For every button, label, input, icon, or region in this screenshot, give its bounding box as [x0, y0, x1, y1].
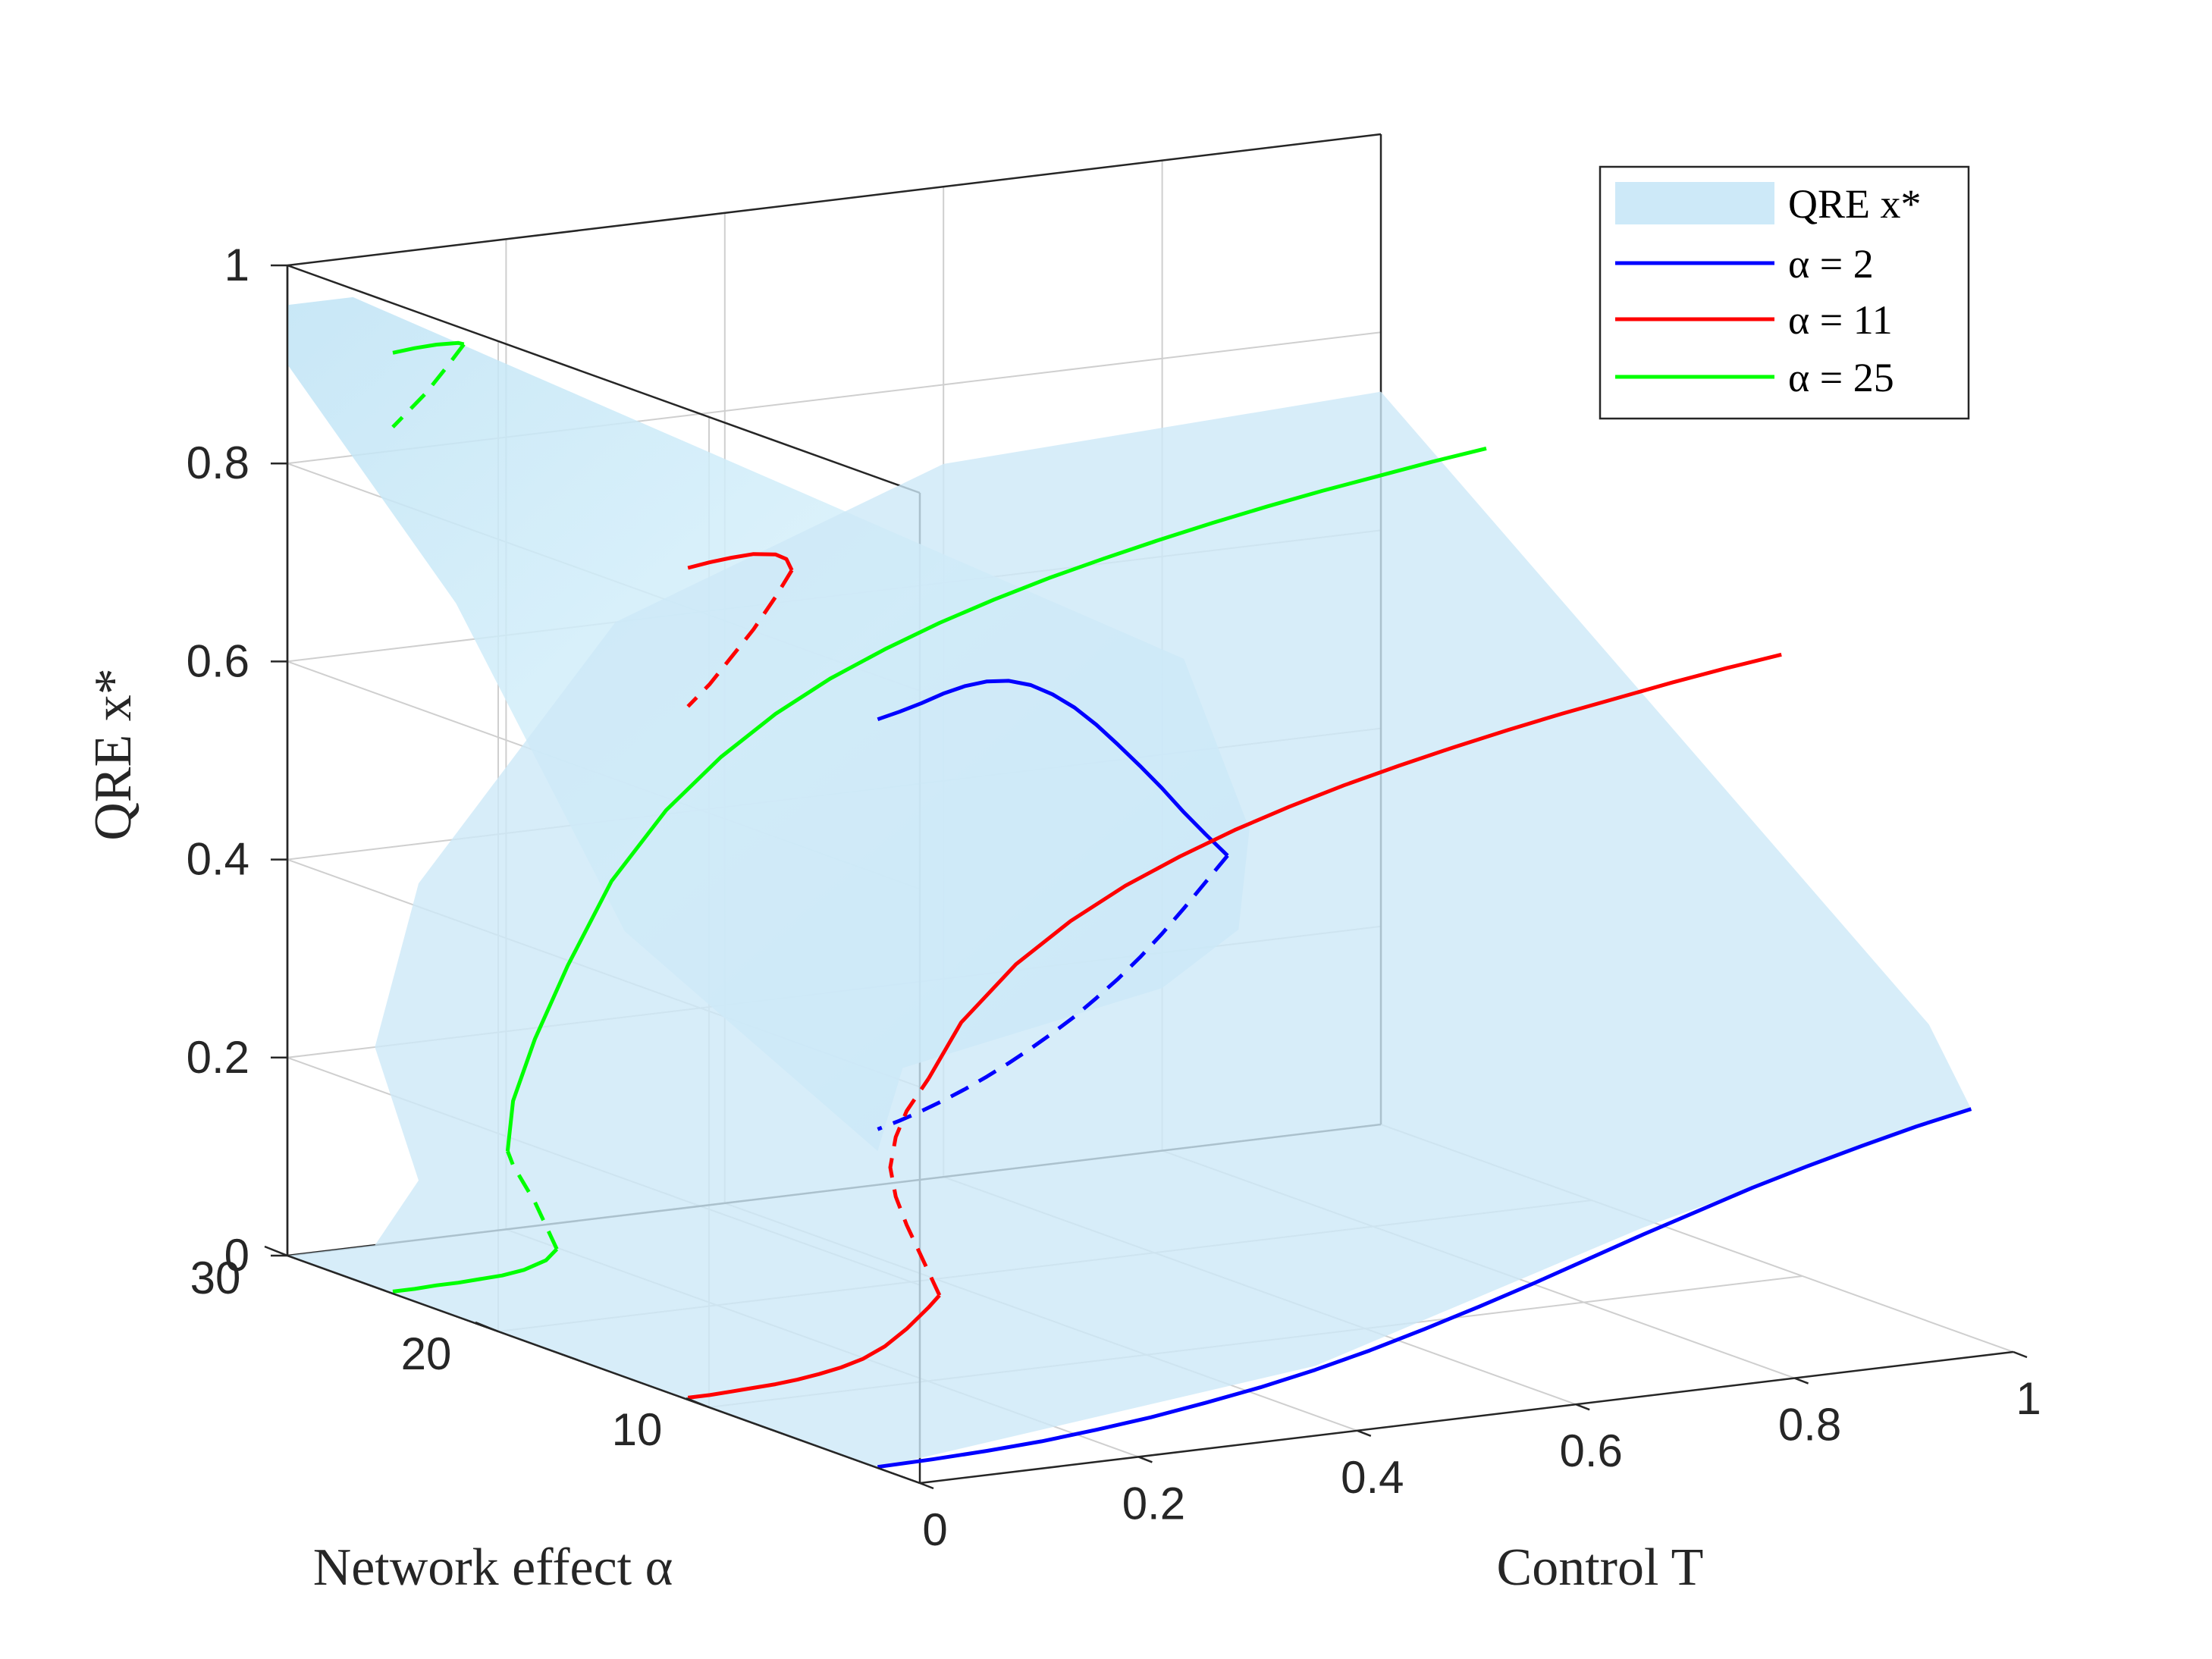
y-axis-label: Network effect α [313, 1538, 673, 1597]
curve-alpha25-branch-4 [391, 343, 466, 429]
curve-alpha11-branch-3 [687, 552, 794, 572]
box-back-edge-4 [287, 264, 921, 494]
z-tick-label-4: 0.8 [187, 437, 249, 488]
surface-lower-sheet [287, 391, 1972, 1468]
axes-box-front [286, 265, 2014, 1485]
legend-swatch-surface [1615, 182, 1774, 224]
x-tick-label-4: 0.8 [1778, 1400, 1841, 1450]
curve-alpha11-branch-0 [687, 1294, 941, 1400]
z-tick-label-1: 0.2 [187, 1032, 249, 1083]
x-tick-5 [2013, 1350, 2028, 1359]
equilibrium-curves [391, 340, 1972, 1469]
y-tick-2 [264, 1245, 288, 1257]
curve-alpha2-branch-0 [877, 1107, 1972, 1469]
axis-line-1 [287, 1254, 921, 1485]
y-tick-label-0: 10 [612, 1404, 663, 1455]
legend: QRE x* α = 2 α = 11 α = 25 [1599, 165, 1970, 420]
curve-alpha2-branch-1 [877, 679, 1229, 858]
x-tick-2 [1357, 1429, 1372, 1437]
curve-alpha11-branch-1 [888, 1077, 942, 1297]
box-back-edge-2 [287, 133, 1382, 267]
qre-surface [287, 296, 1972, 1468]
curve-alpha11-branch-4 [686, 569, 794, 708]
x-tick-4 [1794, 1377, 1809, 1385]
curve-alpha25-branch-3 [392, 340, 465, 355]
x-axis-label: Control T [1497, 1538, 1704, 1597]
axis-line-0 [919, 1350, 2014, 1485]
legend-label-alpha2: α = 2 [1788, 241, 1874, 287]
x-tick-3 [1575, 1403, 1590, 1411]
z-tick-label-2: 0.4 [187, 834, 249, 885]
curve-alpha25-branch-0 [392, 1247, 559, 1294]
z-axis-label: QRE x* [84, 668, 143, 841]
x-tick-label-1: 0.2 [1122, 1478, 1185, 1529]
x-tick-label-5: 1 [2016, 1373, 2041, 1424]
y-tick-1 [475, 1321, 499, 1333]
y-tick-0 [686, 1397, 710, 1409]
curve-alpha25-branch-2 [505, 446, 1487, 1152]
curve-alpha2-branch-2 [877, 854, 1229, 1131]
legend-label-alpha11: α = 11 [1788, 297, 1893, 343]
x-tick-label-2: 0.4 [1341, 1452, 1404, 1503]
z-tick-label-0: 0 [224, 1230, 249, 1281]
y-tick-label-2: 30 [190, 1253, 241, 1303]
x-tick-0 [919, 1482, 934, 1490]
legend-label-surface: QRE x* [1788, 181, 1922, 227]
x-tick-1 [1137, 1456, 1153, 1463]
x-tick-label-0: 0 [922, 1504, 947, 1555]
curve-alpha25-branch-1 [506, 1150, 559, 1250]
legend-label-alpha25: α = 25 [1788, 355, 1894, 400]
z-tick-label-3: 0.6 [187, 635, 249, 686]
x-tick-label-3: 0.6 [1559, 1425, 1622, 1476]
y-tick-label-1: 20 [401, 1328, 452, 1379]
z-tick-label-5: 1 [224, 240, 249, 290]
curve-alpha11-branch-2 [927, 652, 1782, 1080]
